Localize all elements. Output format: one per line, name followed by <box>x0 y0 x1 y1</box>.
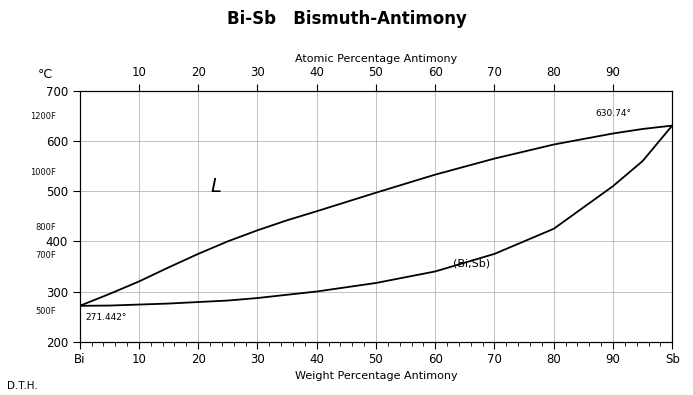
Text: D.T.H.: D.T.H. <box>7 381 37 391</box>
Text: 700F: 700F <box>35 251 56 260</box>
Text: 500F: 500F <box>35 307 56 316</box>
Text: 1200F: 1200F <box>30 112 56 121</box>
Text: Bi-Sb   Bismuth-Antimony: Bi-Sb Bismuth-Antimony <box>227 10 466 28</box>
Text: (Bi,Sb): (Bi,Sb) <box>453 259 490 269</box>
Text: 271.442°: 271.442° <box>86 312 127 322</box>
Text: 800F: 800F <box>35 223 56 232</box>
X-axis label: Atomic Percentage Antimony: Atomic Percentage Antimony <box>295 54 457 64</box>
Text: 1000F: 1000F <box>30 167 56 177</box>
Text: °C: °C <box>38 68 53 81</box>
X-axis label: Weight Percentage Antimony: Weight Percentage Antimony <box>295 371 457 381</box>
Text: 630.74°: 630.74° <box>595 109 631 118</box>
Text: L: L <box>211 177 221 196</box>
